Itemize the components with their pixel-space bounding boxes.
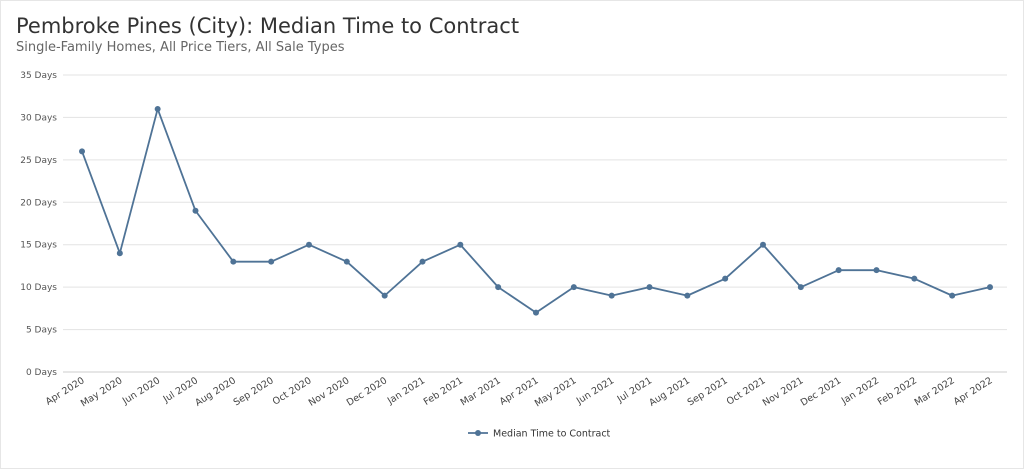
y-tick-label: 10 Days [20, 283, 57, 293]
data-point[interactable] [116, 250, 123, 257]
series-group [79, 105, 993, 316]
data-point[interactable] [381, 292, 388, 299]
x-tick-label: Aug 2020 [193, 375, 238, 409]
data-point[interactable] [911, 275, 918, 282]
x-tick-label: Aug 2021 [647, 375, 692, 409]
x-tick-label: Oct 2021 [725, 375, 768, 407]
x-tick-label: Dec 2020 [345, 375, 389, 408]
x-tick-label: Mar 2022 [913, 375, 957, 408]
y-axis-ticks: 0 Days 5 Days 10 Days 15 Days 20 Days 25 Days… [20, 71, 57, 378]
legend-label[interactable]: Median Time to Contract [493, 429, 611, 440]
data-point[interactable] [760, 241, 766, 248]
data-point[interactable] [154, 105, 161, 112]
x-tick-label: Jun 2020 [120, 375, 162, 407]
x-tick-label: Oct 2020 [271, 375, 314, 407]
legend-marker [475, 430, 481, 436]
x-tick-label: Mar 2021 [459, 375, 503, 408]
y-tick-label: 5 Days [26, 326, 57, 336]
x-tick-label: Dec 2021 [799, 375, 843, 408]
data-point[interactable] [419, 258, 426, 265]
x-tick-label: Sep 2020 [232, 375, 276, 408]
data-point[interactable] [306, 241, 312, 248]
data-point[interactable] [79, 148, 85, 155]
x-tick-label: Jan 2021 [385, 375, 427, 407]
y-tick-label: 0 Days [26, 368, 57, 378]
x-tick-label: Sep 2021 [686, 375, 730, 408]
data-point[interactable] [608, 292, 615, 299]
data-point[interactable] [533, 309, 539, 316]
data-point[interactable] [684, 292, 691, 299]
data-point[interactable] [343, 258, 350, 265]
y-tick-label: 20 Days [20, 198, 57, 208]
y-tick-label: 35 Days [20, 71, 57, 81]
x-tick-label: May 2021 [533, 375, 579, 409]
x-tick-label: Jun 2021 [574, 375, 616, 407]
data-point[interactable] [797, 284, 804, 291]
data-point[interactable] [722, 275, 729, 282]
data-point[interactable] [835, 267, 842, 274]
x-tick-label: Nov 2020 [307, 375, 352, 409]
data-point[interactable] [646, 284, 653, 291]
chart-title: Pembroke Pines (City): Median Time to Co… [16, 14, 520, 38]
x-tick-label: Jan 2022 [839, 375, 881, 407]
data-point[interactable] [570, 284, 577, 291]
legend[interactable]: Median Time to Contract [468, 429, 611, 440]
gridlines [63, 74, 1007, 373]
y-tick-label: 25 Days [20, 156, 57, 166]
data-point[interactable] [495, 284, 502, 291]
data-point[interactable] [230, 258, 237, 265]
data-point[interactable] [987, 284, 993, 291]
y-tick-label: 15 Days [20, 241, 57, 251]
data-point[interactable] [457, 241, 464, 248]
x-tick-label: Feb 2021 [422, 375, 465, 408]
y-tick-label: 30 Days [20, 113, 57, 123]
x-tick-label: Feb 2022 [876, 375, 919, 408]
x-tick-label: May 2020 [79, 375, 125, 409]
x-tick-label: Nov 2021 [761, 375, 806, 409]
data-point[interactable] [268, 258, 275, 265]
x-tick-label: Apr 2022 [952, 375, 995, 407]
series-line [81, 108, 991, 314]
data-point[interactable] [949, 292, 956, 299]
data-point[interactable] [192, 207, 199, 214]
chart-subtitle: Single-Family Homes, All Price Tiers, Al… [16, 40, 345, 55]
data-point[interactable] [873, 267, 880, 274]
